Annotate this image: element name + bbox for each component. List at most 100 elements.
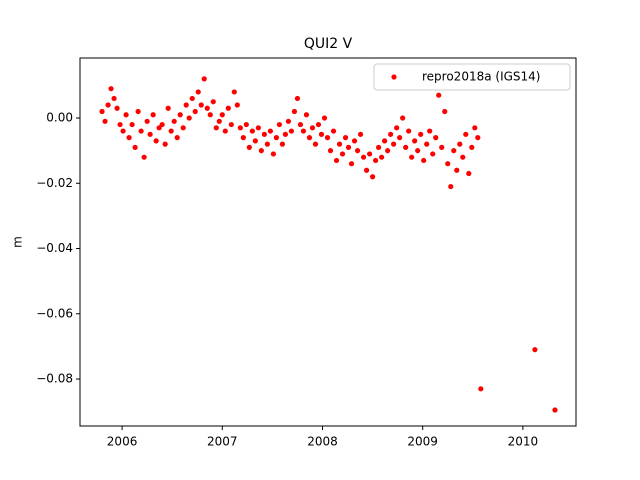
- legend-marker: [391, 74, 397, 80]
- point: [330, 128, 337, 134]
- point: [276, 121, 283, 128]
- point: [216, 118, 222, 124]
- point: [174, 135, 180, 141]
- point: [198, 102, 204, 108]
- point: [412, 138, 418, 144]
- point: [183, 102, 189, 108]
- point: [427, 128, 433, 134]
- point: [234, 102, 240, 108]
- point: [153, 138, 159, 144]
- point: [132, 144, 138, 150]
- point: [108, 86, 114, 92]
- point: [258, 148, 264, 154]
- point: [348, 161, 355, 167]
- point: [144, 118, 150, 124]
- x-tick-label: 2010: [508, 435, 539, 449]
- point: [237, 125, 243, 131]
- point: [469, 144, 475, 150]
- point: [99, 108, 105, 115]
- point: [219, 112, 225, 118]
- point: [351, 138, 358, 144]
- point: [439, 144, 445, 150]
- point: [460, 154, 466, 160]
- point: [141, 154, 147, 160]
- point: [315, 121, 322, 128]
- point: [363, 167, 370, 173]
- point: [415, 148, 421, 154]
- point: [171, 118, 177, 124]
- point: [255, 125, 261, 131]
- chart-title: QUI2 V: [304, 36, 353, 52]
- point: [267, 128, 273, 134]
- point: [120, 128, 126, 134]
- point: [421, 157, 427, 164]
- x-tick-label: 2007: [207, 435, 238, 449]
- plot-frame: [79, 57, 577, 427]
- y-axis-label: m: [11, 236, 25, 248]
- point: [264, 141, 270, 147]
- point: [306, 135, 313, 141]
- point: [466, 170, 472, 177]
- point: [409, 154, 415, 160]
- point: [457, 141, 463, 147]
- point: [312, 141, 319, 147]
- point: [318, 131, 325, 137]
- point: [225, 105, 231, 111]
- point: [388, 131, 394, 137]
- point: [288, 128, 295, 134]
- point: [433, 135, 439, 141]
- point: [123, 112, 129, 118]
- legend-box: [373, 63, 571, 91]
- point: [451, 148, 457, 154]
- point: [273, 135, 279, 141]
- point: [201, 76, 207, 82]
- point: [282, 131, 289, 137]
- y-tick-label: −0.04: [36, 241, 73, 255]
- point: [360, 154, 367, 160]
- point: [105, 102, 111, 108]
- point: [403, 144, 409, 150]
- point: [156, 125, 162, 131]
- point: [357, 131, 364, 137]
- point: [430, 151, 436, 157]
- point: [102, 118, 108, 124]
- point: [376, 144, 382, 150]
- point: [303, 112, 310, 118]
- point: [204, 105, 210, 111]
- point: [165, 105, 171, 111]
- point: [285, 118, 292, 124]
- point: [207, 112, 213, 118]
- point: [391, 141, 397, 147]
- point: [189, 95, 195, 102]
- point: [117, 121, 123, 128]
- point: [210, 99, 216, 105]
- point: [147, 131, 153, 137]
- point: [240, 135, 246, 141]
- y-tick-label: −0.06: [36, 306, 73, 320]
- point: [246, 144, 252, 150]
- point: [291, 108, 298, 115]
- point: [339, 151, 346, 157]
- point: [168, 128, 174, 134]
- x-tick-label: 2008: [307, 435, 338, 449]
- point: [436, 92, 442, 98]
- point: [309, 125, 316, 131]
- point: [354, 148, 361, 154]
- point: [129, 121, 135, 128]
- point: [394, 125, 400, 131]
- point: [382, 138, 388, 144]
- point: [252, 138, 258, 144]
- point: [397, 135, 403, 141]
- point: [228, 121, 234, 128]
- point: [336, 141, 343, 147]
- point: [442, 108, 448, 115]
- point: [369, 174, 376, 180]
- point: [195, 89, 201, 95]
- point: [406, 128, 412, 134]
- point: [385, 148, 391, 154]
- point: [261, 131, 267, 137]
- point: [231, 89, 237, 95]
- point: [126, 135, 132, 141]
- point: [213, 125, 219, 131]
